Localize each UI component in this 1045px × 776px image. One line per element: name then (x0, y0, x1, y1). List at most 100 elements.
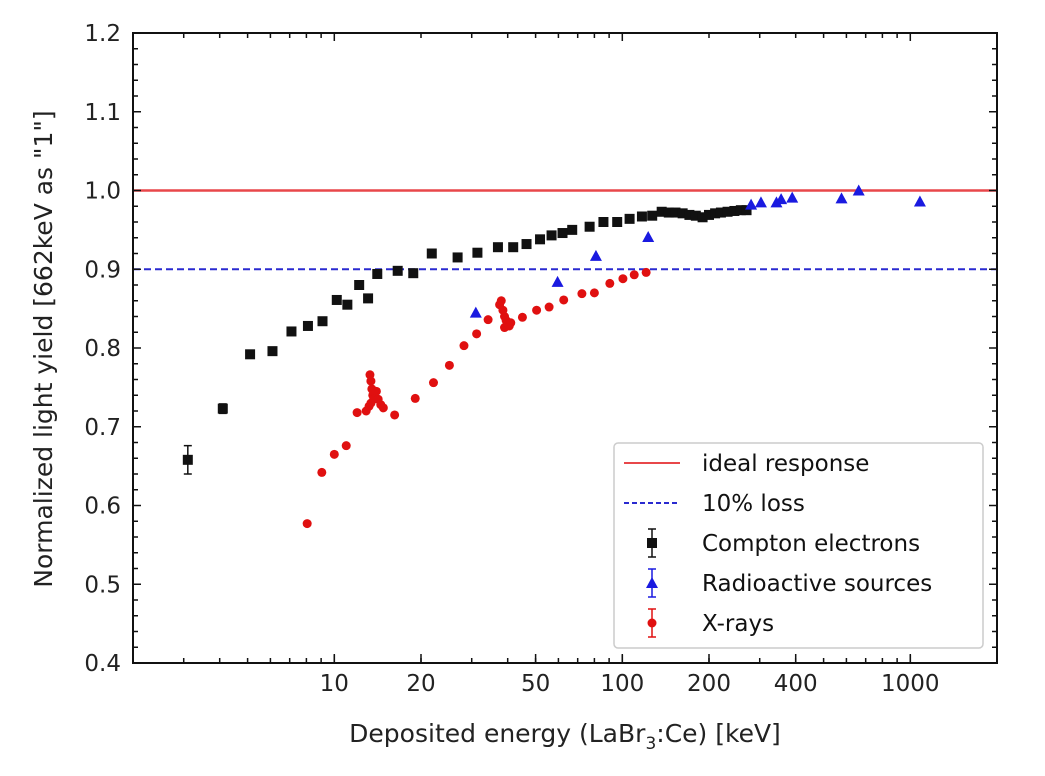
data-point (612, 217, 623, 227)
y-tick-label: 1.0 (84, 179, 121, 205)
y-tick-label: 1.1 (84, 100, 121, 126)
data-point (331, 294, 342, 305)
data-point (492, 242, 503, 253)
data-point (786, 191, 799, 203)
data-point (363, 293, 374, 304)
data-point (647, 210, 658, 221)
data-point (544, 302, 554, 312)
data-point (642, 230, 655, 242)
data-point (710, 208, 721, 219)
data-point (366, 376, 376, 386)
data-point (589, 249, 602, 261)
series-x-rays (302, 267, 651, 529)
x-tick-label: 10 (320, 671, 349, 697)
y-tick-label: 0.9 (84, 257, 121, 283)
y-tick-label: 0.8 (84, 336, 121, 362)
data-point (690, 210, 701, 221)
data-point (428, 378, 438, 388)
data-point (483, 315, 493, 325)
data-point (182, 454, 193, 465)
y-tick-label: 0.7 (84, 415, 121, 441)
data-point (302, 519, 312, 529)
data-point (913, 195, 926, 207)
data-point (267, 346, 278, 357)
data-point (584, 221, 595, 232)
data-point (641, 267, 651, 277)
legend-marker (647, 538, 657, 548)
data-point (341, 441, 351, 451)
data-point (670, 207, 681, 218)
legend-label: 10% loss (702, 491, 805, 517)
data-point (472, 329, 482, 339)
axis-ticks: 0.4 0.5 0.6 0.7 0.8 0.9 1.0 1.1 1.2 10 20 50 100 200 4… (84, 21, 998, 697)
data-point (835, 192, 848, 204)
data-point (354, 280, 365, 290)
data-point (741, 205, 752, 216)
x-tick-label: 20 (406, 671, 435, 697)
y-tick-label: 0.6 (84, 494, 121, 520)
data-point (245, 349, 256, 360)
legend-label: Radioactive sources (702, 571, 932, 597)
legend-label: ideal response (702, 451, 869, 477)
data-point (684, 209, 695, 220)
y-tick-label: 0.5 (84, 572, 121, 598)
data-point (521, 239, 532, 250)
data-point (697, 212, 708, 223)
data-point (317, 467, 327, 477)
data-point (506, 318, 516, 328)
series-compton-electrons (182, 205, 752, 475)
data-point (426, 248, 437, 259)
legend-box (613, 442, 984, 649)
legend-marker (646, 577, 658, 588)
data-point (715, 207, 726, 218)
data-point (317, 316, 328, 327)
data-point (302, 320, 313, 331)
y-axis-label: Normalized light yield [662keV as "1"] (29, 110, 58, 587)
data-point (452, 252, 463, 263)
data-point (217, 403, 228, 414)
data-point (605, 278, 615, 288)
data-point (459, 341, 469, 351)
data-point (704, 209, 714, 220)
x-tick-label: 100 (600, 671, 644, 697)
x-axis-label: Deposited energy (LaBr3:Ce) [keV] (349, 719, 781, 754)
data-point (392, 265, 403, 276)
y-tick-label: 0.4 (84, 651, 121, 677)
x-tick-label: 400 (774, 671, 818, 697)
data-point (775, 193, 788, 205)
data-point (342, 299, 353, 310)
data-point (352, 408, 362, 418)
data-point (629, 270, 639, 280)
x-tick-label: 50 (521, 671, 550, 697)
data-point (618, 274, 628, 284)
data-point (390, 410, 400, 420)
data-point (598, 217, 609, 227)
data-point (722, 206, 733, 217)
data-point (663, 207, 674, 218)
x-tick-label: 1000 (881, 671, 940, 697)
data-point (408, 268, 419, 279)
data-point (852, 184, 865, 196)
data-point (729, 205, 740, 216)
data-point (557, 228, 568, 239)
plot-marks (133, 184, 997, 529)
data-point (372, 268, 383, 279)
data-point (532, 305, 542, 315)
data-point (735, 205, 746, 216)
legend-marker (647, 618, 657, 628)
data-point (577, 289, 587, 299)
data-point (551, 275, 564, 287)
data-point (754, 196, 767, 208)
data-point (624, 213, 635, 224)
data-point (745, 198, 758, 210)
data-point (567, 224, 578, 235)
data-point (636, 211, 647, 222)
x-tick-label: 200 (687, 671, 731, 697)
data-point (469, 306, 482, 318)
y-tick-label: 1.2 (84, 21, 121, 47)
data-point (535, 234, 546, 245)
data-point (329, 449, 339, 459)
data-point (410, 393, 420, 403)
data-point (371, 386, 381, 396)
legend-label: Compton electrons (702, 531, 920, 557)
